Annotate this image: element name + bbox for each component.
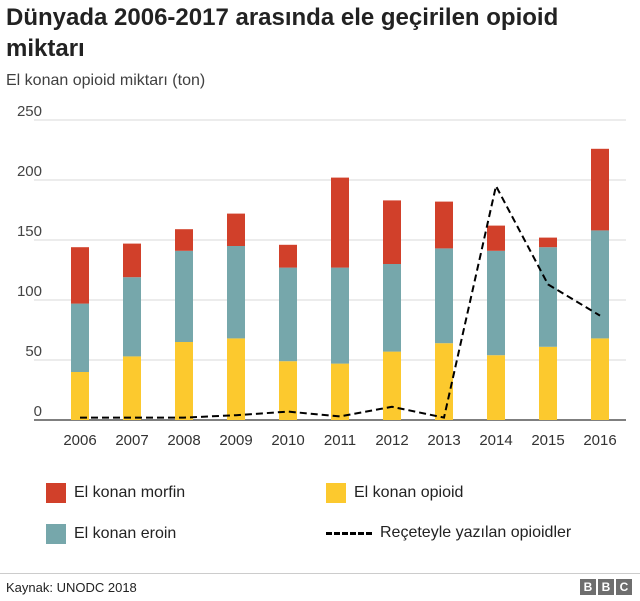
- bar-segment-opioid: [591, 338, 609, 420]
- y-tick-label: 200: [17, 163, 42, 180]
- bar-segment-opioid: [383, 351, 401, 420]
- legend-morphine-label: El konan morfin: [74, 484, 186, 501]
- x-tick-label: 2013: [427, 432, 460, 449]
- bar-segment-opioid: [175, 342, 193, 420]
- bar-segment-heroin: [591, 230, 609, 339]
- x-tick-label: 2007: [115, 432, 148, 449]
- x-tick-label: 2010: [271, 432, 304, 449]
- y-tick-label: 150: [17, 223, 42, 240]
- bar-segment-opioid: [279, 361, 297, 420]
- x-tick-label: 2011: [324, 432, 356, 449]
- x-tick-label: 2016: [583, 432, 616, 449]
- bar-segment-morphine: [383, 200, 401, 264]
- y-tick-label: 50: [25, 343, 42, 360]
- bar-segment-heroin: [487, 250, 505, 356]
- y-tick-label: 100: [17, 283, 42, 300]
- legend-prescription: Reçeteyle yazılan opioidler: [326, 524, 571, 542]
- bar-segment-heroin: [331, 267, 349, 364]
- bar-segment-opioid: [227, 338, 245, 420]
- x-tick-label: 2012: [375, 432, 408, 449]
- y-tick-label: 0: [34, 403, 42, 420]
- legend-opioid-label: El konan opioid: [354, 484, 464, 501]
- bar-segment-opioid: [123, 356, 141, 420]
- bar-segment-morphine: [435, 201, 453, 249]
- bar-segment-morphine: [539, 237, 557, 248]
- legend-heroin-swatch: [46, 524, 66, 544]
- legend-morphine: El konan morfin: [46, 483, 185, 503]
- stacked-bar-chart: 0 50 100 150 200 250 2006 2007 2008 2009 2010 2011 2…: [17, 103, 626, 449]
- legend-heroin: El konan eroin: [46, 524, 176, 544]
- bbc-logo-letter: B: [598, 579, 614, 595]
- bar-segment-heroin: [383, 264, 401, 352]
- legend-prescription-label: Reçeteyle yazılan opioidler: [380, 524, 572, 541]
- chart-title: Dünyada 2006-2017 arasında ele geçirilen…: [6, 4, 559, 62]
- bar-segment-morphine: [591, 148, 609, 231]
- bar-segment-heroin: [71, 303, 89, 372]
- legend-morphine-swatch: [46, 483, 66, 503]
- bar-segment-morphine: [123, 243, 141, 278]
- x-tick-label: 2009: [219, 432, 252, 449]
- bbc-logo-letter: B: [580, 579, 596, 595]
- x-tick-label: 2015: [531, 432, 564, 449]
- chart-subtitle: El konan opioid miktarı (ton): [6, 72, 206, 89]
- bar-segment-heroin: [539, 247, 557, 347]
- prescription-line: [80, 183, 601, 419]
- bar-segment-heroin: [227, 246, 245, 339]
- bbc-logo: B B C: [580, 579, 632, 595]
- bar-segment-morphine: [175, 229, 193, 251]
- bar-segment-heroin: [279, 267, 297, 362]
- bbc-logo-letter: C: [616, 579, 632, 595]
- legend-opioid: El konan opioid: [326, 483, 463, 503]
- bar-segment-morphine: [331, 177, 349, 268]
- bar-segment-morphine: [227, 213, 245, 246]
- bar-segment-opioid: [71, 372, 89, 420]
- bar-segment-morphine: [487, 225, 505, 251]
- bar-segment-opioid: [331, 363, 349, 420]
- legend-heroin-label: El konan eroin: [74, 525, 177, 542]
- bar-segment-morphine: [279, 244, 297, 268]
- bar-segment-opioid: [539, 346, 557, 420]
- legend-prescription-dash: [326, 531, 372, 535]
- bar-segment-opioid: [487, 355, 505, 420]
- bar-segment-heroin: [435, 248, 453, 344]
- x-tick-label: 2006: [63, 432, 96, 449]
- bar-segment-heroin: [123, 277, 141, 357]
- source-note: Kaynak: UNODC 2018: [6, 580, 137, 595]
- footer-divider: [0, 573, 640, 574]
- x-tick-label: 2008: [167, 432, 200, 449]
- x-tick-label: 2014: [479, 432, 512, 449]
- bar-segment-opioid: [435, 343, 453, 420]
- bar-segment-morphine: [71, 247, 89, 304]
- y-tick-label: 250: [17, 103, 42, 120]
- bar-segment-heroin: [175, 250, 193, 342]
- legend-opioid-swatch: [326, 483, 346, 503]
